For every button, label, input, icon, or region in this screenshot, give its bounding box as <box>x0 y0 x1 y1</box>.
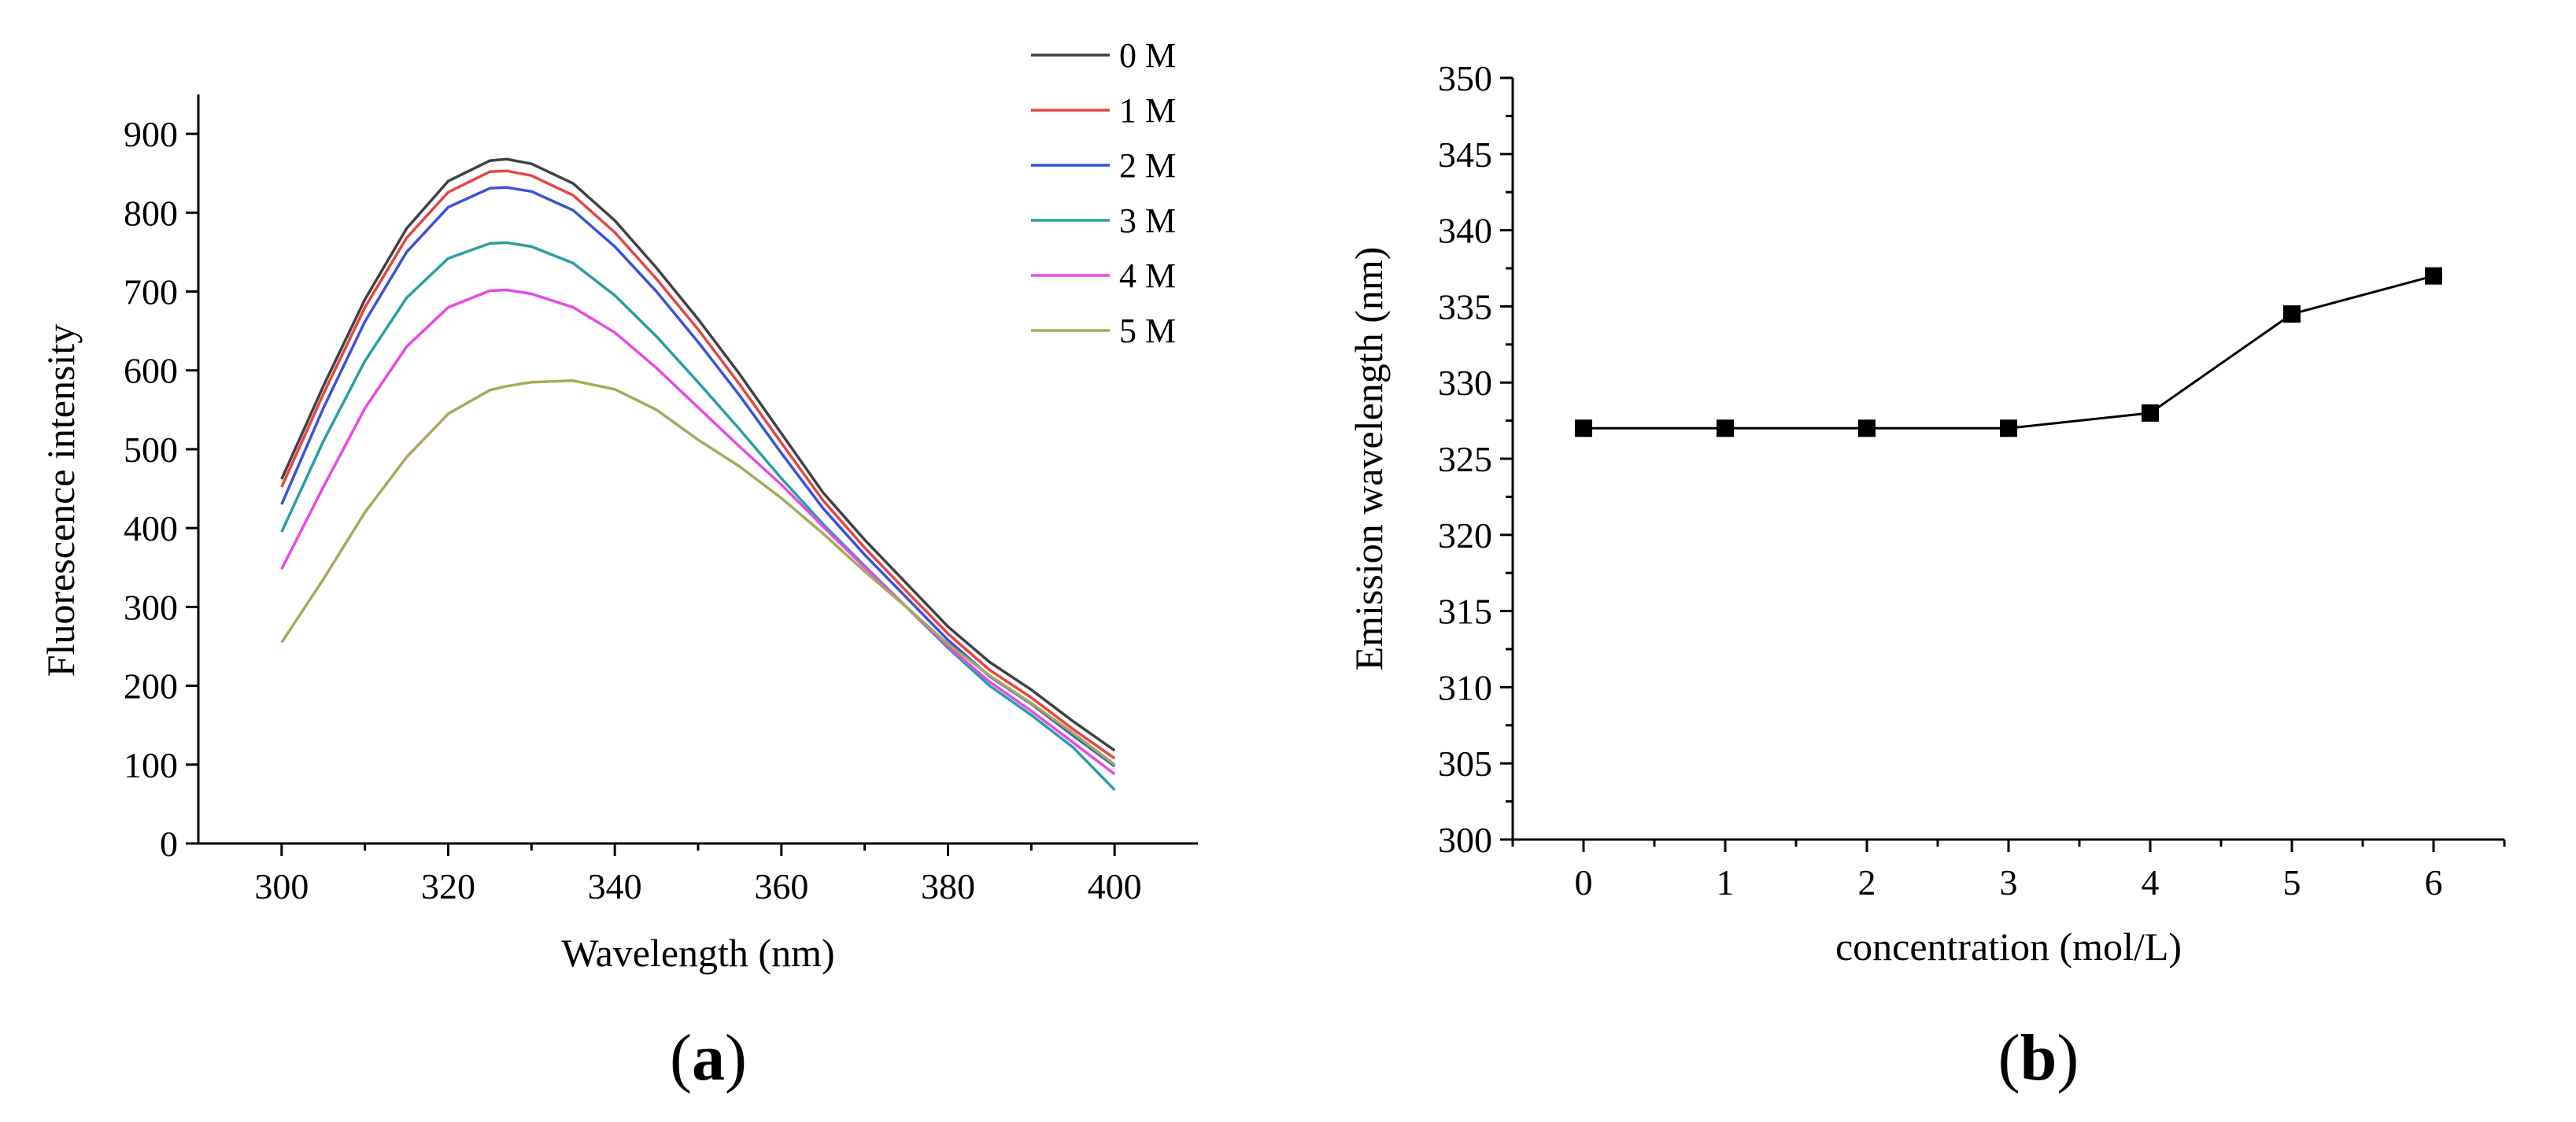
series-line <box>1584 275 2434 430</box>
y-tick-label: 315 <box>1438 592 1492 632</box>
series-line-1-m <box>280 169 1116 760</box>
legend-label: 4 M <box>1119 257 1176 295</box>
series-line-2-m <box>280 186 1116 768</box>
data-point-marker <box>2425 267 2442 285</box>
data-point-marker <box>1575 419 1592 437</box>
data-point-marker <box>1858 419 1876 437</box>
x-tick-label: 5 <box>2283 862 2301 902</box>
x-tick-label: 4 <box>2142 862 2160 902</box>
legend-label: 5 M <box>1119 312 1176 350</box>
x-tick-label: 1 <box>1717 862 1735 902</box>
x-tick-label: 400 <box>1088 866 1142 906</box>
y-tick-label: 335 <box>1438 286 1492 327</box>
x-tick-label: 2 <box>1858 862 1876 902</box>
y-tick-label: 200 <box>124 666 178 707</box>
x-tick-label: 300 <box>254 866 309 906</box>
y-axis-title: Emission wavelength (nm) <box>1347 247 1391 671</box>
y-tick-label: 800 <box>124 193 178 233</box>
series-line-5-m <box>280 379 1116 766</box>
x-tick-label: 320 <box>421 866 475 906</box>
y-tick-label: 600 <box>124 351 178 391</box>
data-point-marker <box>2000 419 2017 437</box>
panel-label-b: (b) <box>1998 1021 2079 1094</box>
chart-fluorescence-spectra: 0 100 200 300 400 500 600 700 800 900 300 320 340 360… <box>39 36 1198 975</box>
x-tick-label: 6 <box>2425 862 2443 902</box>
y-tick-label: 300 <box>1438 820 1492 860</box>
y-tick-label: 345 <box>1438 135 1492 175</box>
legend-label: 1 M <box>1119 91 1176 130</box>
data-point-marker <box>2283 305 2301 323</box>
x-tick-label: 340 <box>588 866 642 906</box>
y-tick-label: 320 <box>1438 515 1492 555</box>
data-point-marker <box>2142 404 2159 422</box>
y-tick-label: 400 <box>124 508 178 548</box>
y-tick-label: 500 <box>124 430 178 470</box>
data-point-marker <box>1717 419 1734 437</box>
series-line-4-m <box>280 288 1116 776</box>
y-tick-label: 325 <box>1438 439 1492 479</box>
y-tick-label: 330 <box>1438 363 1492 403</box>
series-line-0-m <box>280 157 1116 752</box>
x-tick-label: 380 <box>921 866 975 906</box>
y-tick-label: 310 <box>1438 667 1492 707</box>
y-tick-label: 350 <box>1438 58 1492 98</box>
y-tick-label: 100 <box>124 745 178 785</box>
y-tick-label: 300 <box>124 587 178 627</box>
legend-label: 0 M <box>1119 36 1176 75</box>
legend-label: 2 M <box>1119 146 1176 185</box>
panel-label-a: (a) <box>670 1021 747 1094</box>
y-tick-label: 340 <box>1438 211 1492 251</box>
y-tick-label: 0 <box>160 824 178 864</box>
x-tick-label: 360 <box>754 866 808 906</box>
y-tick-label: 305 <box>1438 744 1492 784</box>
series-line-3-m <box>280 241 1116 792</box>
x-axis-title: concentration (mol/L) <box>1835 925 2182 969</box>
x-tick-label: 0 <box>1575 862 1593 902</box>
legend-label: 3 M <box>1119 201 1176 240</box>
y-tick-label: 900 <box>124 114 178 154</box>
y-tick-label: 700 <box>124 272 178 312</box>
y-axis-title: Fluorescence intensity <box>39 324 83 677</box>
x-tick-label: 3 <box>2000 862 2018 902</box>
x-axis-title: Wavelength (nm) <box>561 931 834 975</box>
